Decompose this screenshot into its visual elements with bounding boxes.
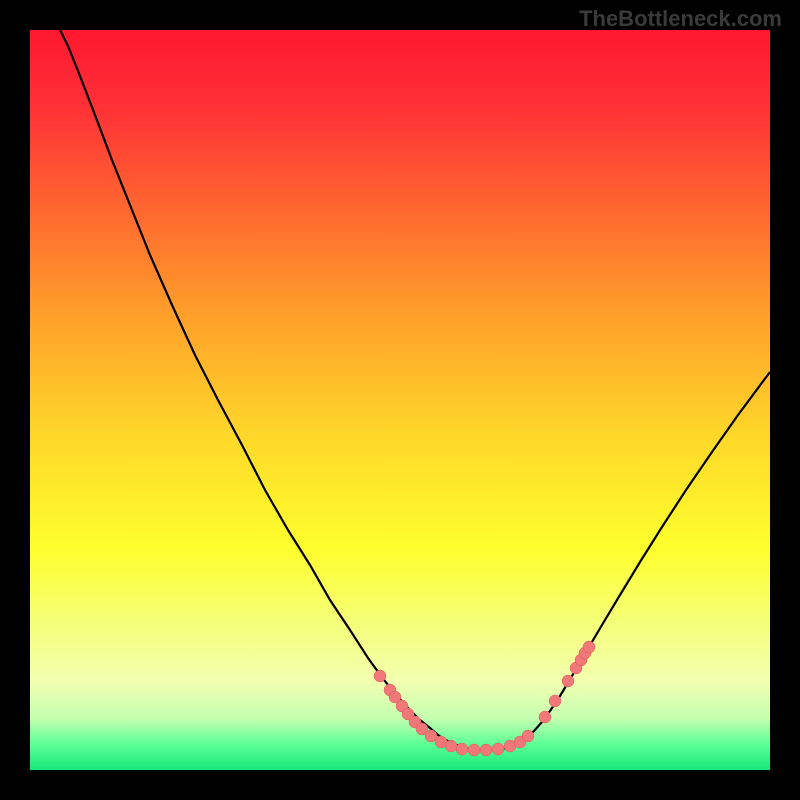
curve-marker: [583, 641, 595, 653]
curve-marker: [539, 711, 551, 723]
plot-area: [30, 30, 770, 770]
chart-frame: TheBottleneck.com: [0, 0, 800, 800]
curve-marker: [562, 675, 574, 687]
curve-marker: [456, 743, 468, 755]
curve-marker: [549, 695, 561, 707]
watermark-text: TheBottleneck.com: [579, 6, 782, 32]
curve-marker: [492, 743, 504, 755]
marker-group: [374, 641, 595, 756]
bottleneck-curve: [60, 30, 770, 750]
curve-marker: [445, 740, 457, 752]
curve-marker: [468, 744, 480, 756]
curve-marker: [522, 730, 534, 742]
curve-marker: [374, 670, 386, 682]
curve-marker: [480, 744, 492, 756]
curve-layer: [30, 30, 770, 770]
